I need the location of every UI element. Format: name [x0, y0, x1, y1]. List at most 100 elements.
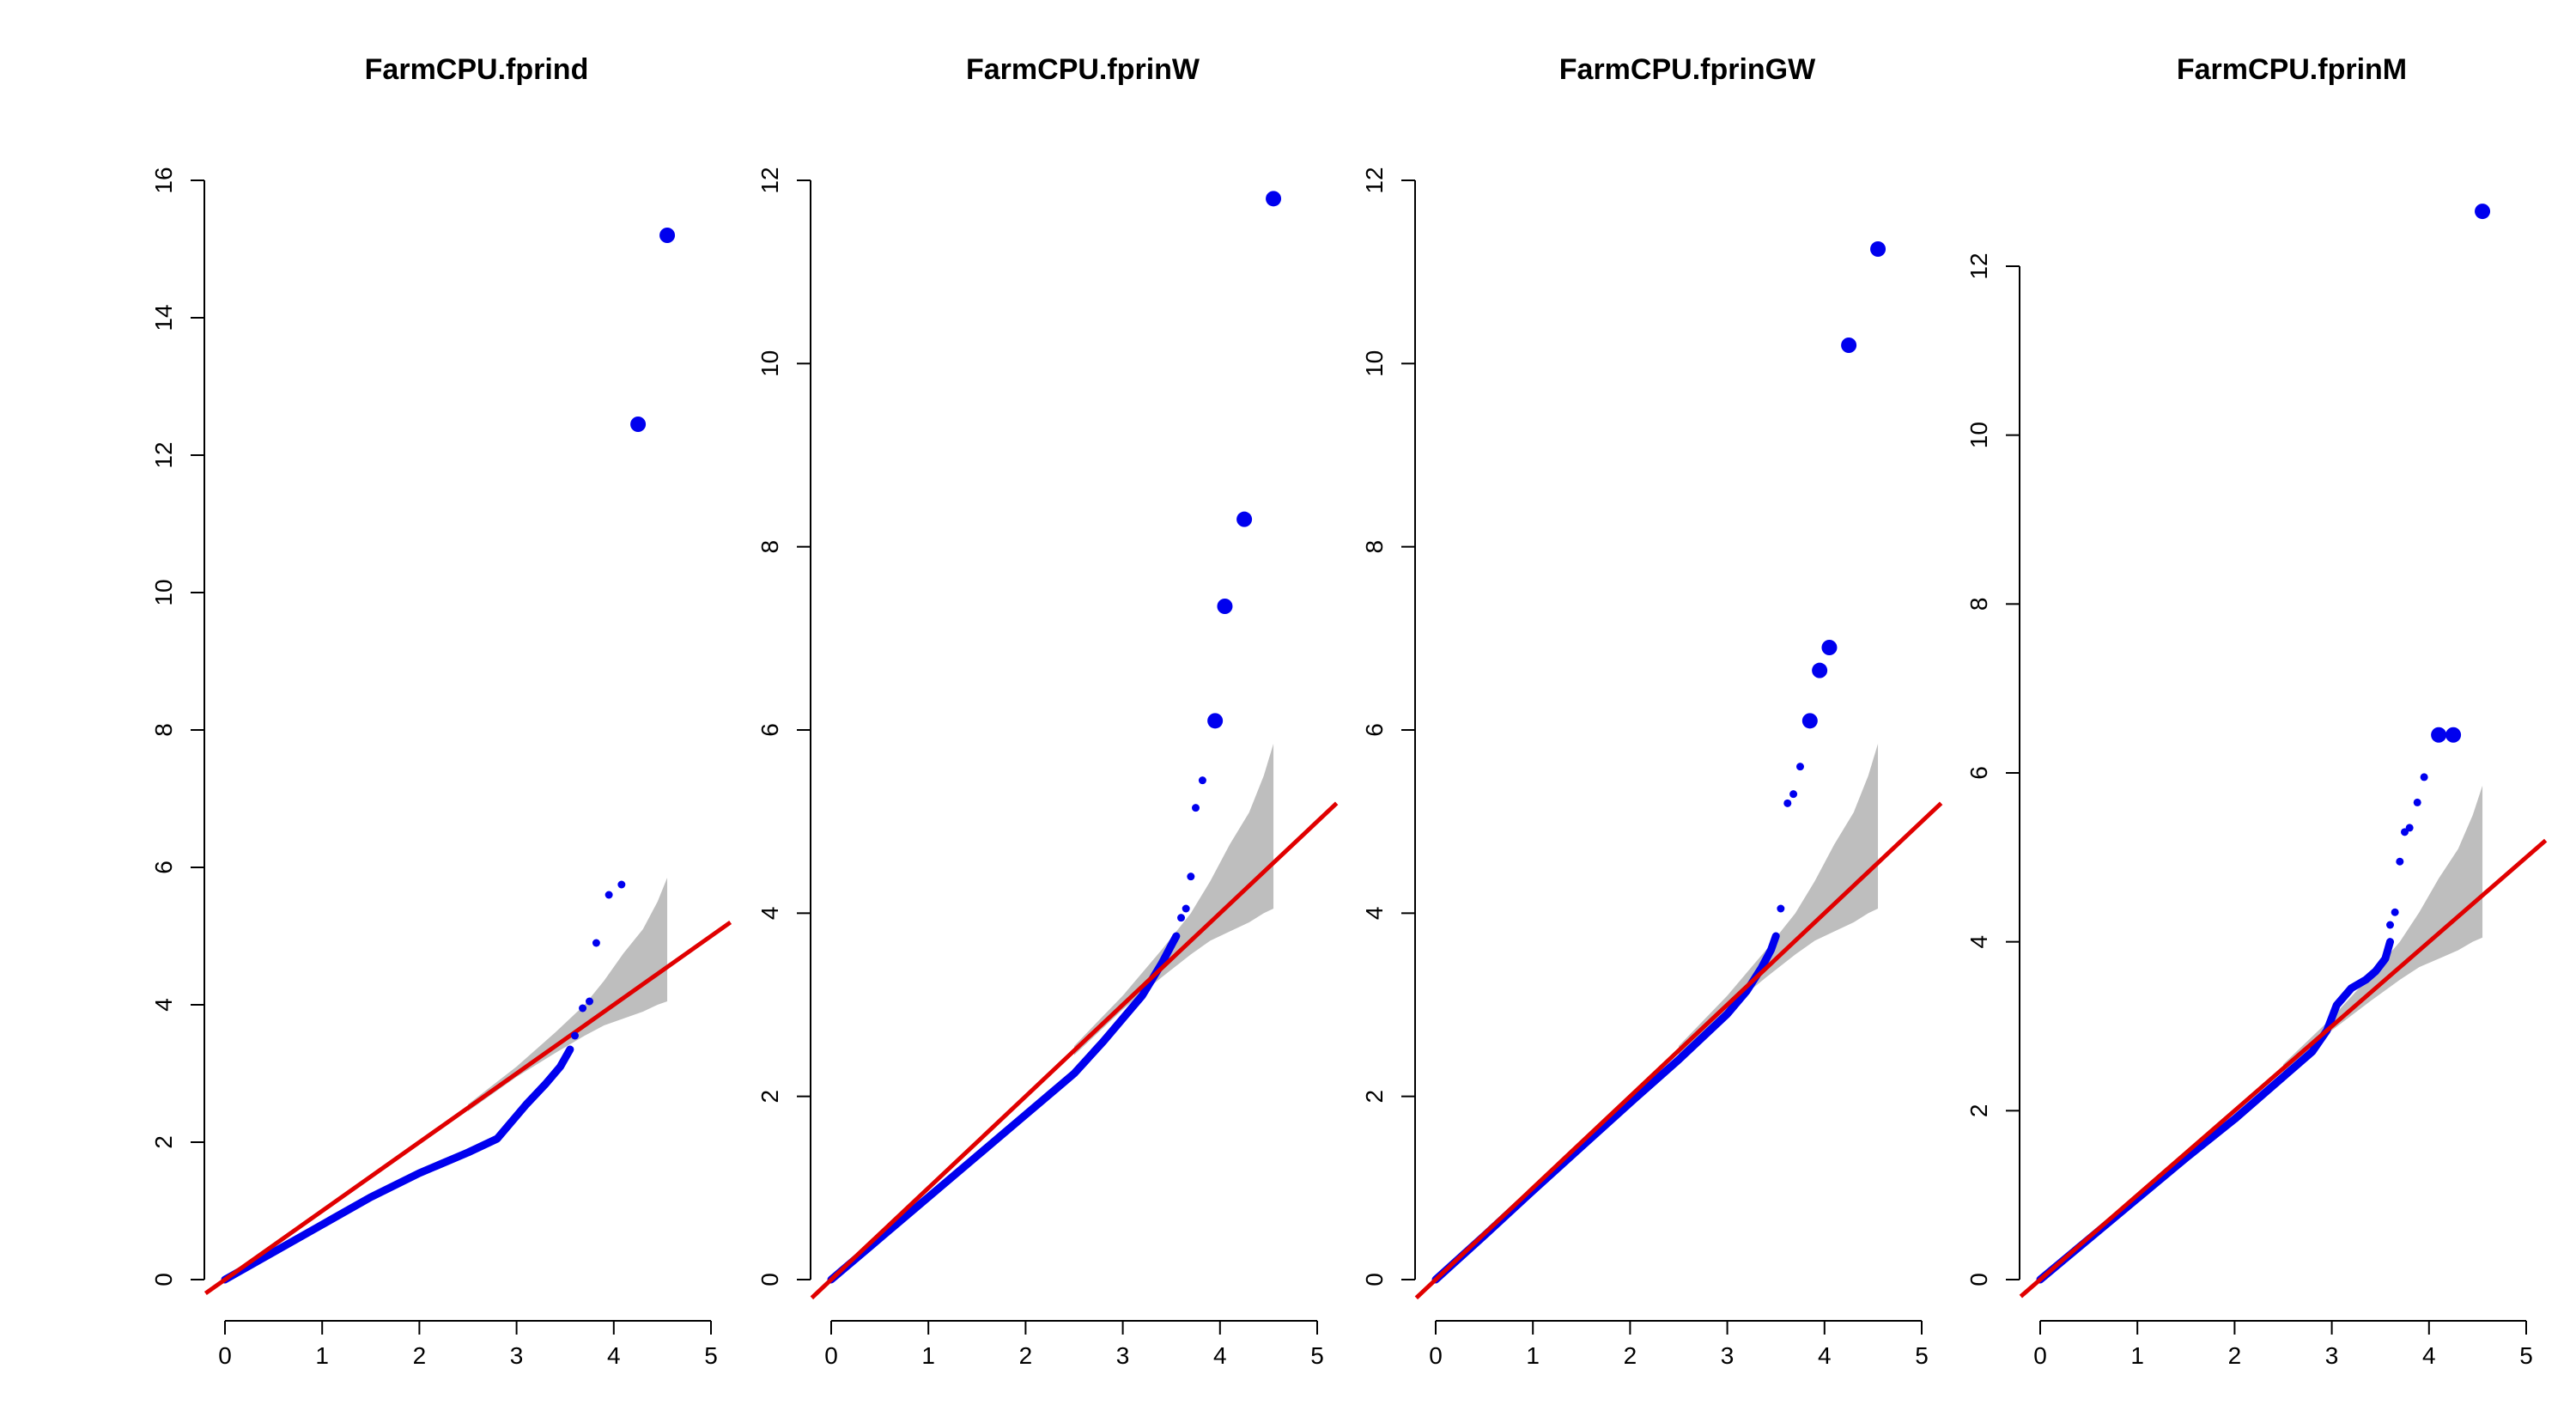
x-tick-label: 4 — [1818, 1342, 1832, 1369]
y-tick-label: 8 — [1965, 598, 1992, 611]
data-point — [2386, 921, 2395, 929]
y-tick-label: 4 — [150, 998, 177, 1012]
x-tick-label: 2 — [1624, 1342, 1637, 1369]
x-tick-label: 3 — [1721, 1342, 1735, 1369]
y-tick-label: 8 — [756, 540, 783, 554]
panel-title: FarmCPU.fprind — [365, 53, 589, 86]
x-tick-label: 4 — [1213, 1342, 1227, 1369]
reference-line — [2019, 838, 2548, 1298]
panel-title: FarmCPU.fprinM — [2177, 53, 2407, 86]
y-tick-label: 12 — [756, 167, 783, 193]
data-point — [571, 1031, 580, 1040]
data-point — [1187, 873, 1195, 881]
data-point — [630, 417, 647, 432]
x-tick-label: 2 — [2228, 1342, 2242, 1369]
x-tick-label: 1 — [921, 1342, 935, 1369]
x-tick-label: 0 — [2033, 1342, 2047, 1369]
y-tick-label: 2 — [150, 1135, 177, 1149]
y-tick-label: 4 — [1361, 907, 1388, 921]
observed-curve — [221, 1045, 574, 1284]
data-point — [2420, 773, 2428, 781]
data-point — [1217, 599, 1233, 614]
x-tick-label: 4 — [2422, 1342, 2436, 1369]
y-tick-label: 4 — [756, 907, 783, 921]
data-point — [2391, 908, 2399, 916]
y-tick-label: 10 — [1361, 350, 1388, 377]
data-point — [1821, 640, 1838, 655]
data-point — [2445, 727, 2462, 743]
x-tick-label: 0 — [218, 1342, 232, 1369]
y-tick-label: 6 — [150, 861, 177, 874]
data-point — [2413, 798, 2421, 806]
data-point — [1177, 914, 1186, 922]
y-tick-label: 0 — [1965, 1273, 1992, 1286]
data-point — [1207, 713, 1224, 729]
x-tick-label: 3 — [2325, 1342, 2339, 1369]
x-tick-label: 1 — [315, 1342, 329, 1369]
x-tick-label: 0 — [1429, 1342, 1443, 1369]
y-tick-label: 6 — [1965, 766, 1992, 780]
data-point — [1789, 790, 1798, 799]
y-tick-label: 8 — [150, 723, 177, 737]
y-tick-label: 10 — [1965, 422, 1992, 448]
x-tick-label: 2 — [413, 1342, 427, 1369]
data-point — [617, 880, 626, 889]
data-point — [1841, 338, 1857, 353]
panel-title: FarmCPU.fprinW — [966, 53, 1200, 86]
data-point — [2475, 204, 2491, 220]
y-tick-label: 6 — [1361, 723, 1388, 737]
observed-curve — [827, 932, 1181, 1284]
reference-line — [1414, 801, 1943, 1300]
data-point — [1801, 713, 1818, 729]
y-tick-label: 12 — [150, 441, 177, 468]
y-tick-label: 12 — [1965, 252, 1992, 279]
y-tick-label: 0 — [1361, 1273, 1388, 1286]
y-tick-label: 0 — [150, 1273, 177, 1286]
reference-line — [810, 801, 1339, 1300]
data-point — [605, 891, 613, 899]
panel-title: FarmCPU.fprinGW — [1559, 53, 1816, 86]
y-tick-label: 8 — [1361, 540, 1388, 554]
data-point — [579, 1004, 587, 1013]
observed-curve — [1431, 932, 1780, 1284]
y-tick-label: 10 — [150, 579, 177, 605]
data-point — [2431, 727, 2447, 743]
y-tick-label: 14 — [150, 304, 177, 331]
data-point — [1812, 662, 1828, 678]
y-tick-label: 2 — [1965, 1104, 1992, 1118]
x-tick-label: 5 — [2519, 1342, 2533, 1369]
x-tick-label: 0 — [824, 1342, 838, 1369]
x-tick-label: 1 — [1526, 1342, 1540, 1369]
y-tick-label: 2 — [756, 1090, 783, 1104]
data-point — [1783, 799, 1792, 807]
x-tick-label: 5 — [1310, 1342, 1324, 1369]
data-point — [1192, 804, 1200, 812]
x-tick-label: 3 — [510, 1342, 524, 1369]
y-tick-label: 4 — [1965, 935, 1992, 949]
data-point — [1266, 191, 1282, 207]
data-point — [1870, 241, 1886, 257]
data-point — [586, 997, 593, 1006]
confidence-band — [2283, 785, 2483, 1073]
data-point — [1198, 776, 1206, 785]
y-tick-label: 6 — [756, 723, 783, 737]
x-tick-label: 5 — [704, 1342, 718, 1369]
confidence-band — [1074, 744, 1274, 1055]
observed-curve — [2036, 938, 2395, 1284]
x-tick-label: 2 — [1019, 1342, 1033, 1369]
x-tick-label: 4 — [607, 1342, 621, 1369]
data-point — [1777, 904, 1785, 913]
data-point — [2396, 857, 2404, 866]
y-tick-label: 2 — [1361, 1090, 1388, 1104]
y-tick-label: 0 — [756, 1273, 783, 1286]
data-point — [659, 228, 676, 243]
x-tick-label: 3 — [1116, 1342, 1130, 1369]
reference-line — [204, 920, 732, 1296]
data-point — [592, 939, 600, 947]
